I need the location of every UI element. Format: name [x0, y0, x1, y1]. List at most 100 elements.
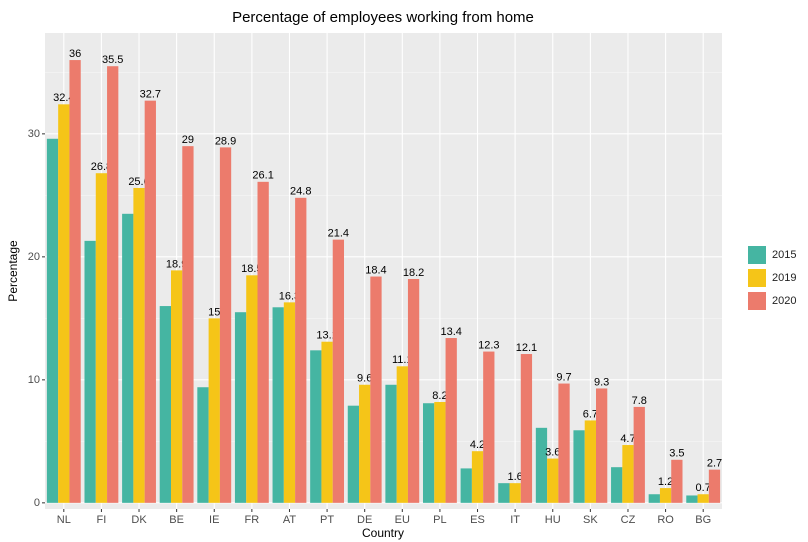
- value-label: 12.3: [478, 339, 499, 351]
- x-tick-label: SK: [583, 514, 598, 526]
- bar: [219, 147, 232, 503]
- value-label: 36: [69, 48, 81, 60]
- y-axis-title: Percentage: [6, 240, 20, 302]
- bar: [445, 338, 457, 503]
- bar: [359, 384, 371, 503]
- bar: [197, 387, 209, 503]
- x-axis-title: Country: [362, 526, 404, 540]
- legend-label: 2020: [772, 295, 796, 307]
- value-label: 12.1: [516, 342, 537, 354]
- value-label: 32.7: [140, 89, 161, 101]
- bar: [483, 351, 495, 503]
- value-label: 18.4: [365, 264, 386, 276]
- value-label: 8.2: [432, 390, 447, 402]
- bar: [686, 495, 698, 503]
- value-label: 32.4: [53, 92, 74, 104]
- bar: [596, 388, 608, 503]
- value-label: 13.1: [316, 330, 337, 342]
- value-label: 3.5: [669, 448, 684, 460]
- bar: [69, 60, 81, 503]
- value-label: 18.5: [241, 263, 262, 275]
- bar: [633, 406, 645, 503]
- bar: [295, 197, 307, 503]
- x-tick-label: BE: [169, 514, 184, 526]
- value-label: 29: [182, 134, 194, 146]
- bar: [708, 469, 721, 503]
- bar: [95, 173, 108, 503]
- value-label: 2.7: [707, 458, 722, 470]
- value-label: 1.6: [507, 471, 522, 483]
- bar: [234, 312, 247, 503]
- bar: [84, 240, 96, 503]
- bar: [144, 100, 156, 503]
- value-label: 1.2: [658, 476, 673, 488]
- bar: [434, 401, 446, 503]
- y-tick-label: 0: [34, 497, 40, 509]
- bar: [170, 270, 183, 503]
- x-tick-label: HU: [545, 514, 561, 526]
- x-tick-label: AT: [283, 514, 297, 526]
- value-label: 9.7: [556, 371, 571, 383]
- legend-swatch: [748, 246, 766, 264]
- y-tick-label: 30: [28, 128, 40, 140]
- x-tick-label: BG: [695, 514, 711, 526]
- bar: [697, 494, 709, 503]
- panel: [45, 33, 722, 509]
- bar: [460, 468, 472, 503]
- value-label: 4.7: [620, 433, 635, 445]
- y-tick-label: 10: [28, 374, 40, 386]
- bar: [659, 488, 672, 503]
- bar: [46, 138, 59, 503]
- value-label: 16.3: [279, 290, 300, 302]
- bar: [471, 451, 484, 503]
- value-label: 25.6: [128, 176, 149, 188]
- bar: [573, 430, 585, 503]
- bar: [272, 307, 284, 503]
- value-label: 35.5: [102, 54, 123, 66]
- bar: [182, 146, 194, 503]
- x-tick-label: DE: [357, 514, 372, 526]
- bar: [321, 341, 333, 503]
- bar: [107, 66, 119, 503]
- bar: [547, 458, 559, 503]
- value-label: 13.4: [440, 326, 461, 338]
- value-label: 15: [208, 306, 220, 318]
- bar: [257, 181, 269, 503]
- bar: [58, 104, 70, 503]
- value-label: 0.7: [696, 482, 711, 494]
- bar: [407, 278, 420, 503]
- bar: [558, 383, 570, 503]
- x-tick-label: DK: [131, 514, 147, 526]
- x-tick-label: PL: [433, 514, 446, 526]
- bar: [520, 354, 533, 503]
- bar: [332, 239, 345, 503]
- legend-swatch: [748, 292, 766, 310]
- value-label: 28.9: [215, 135, 236, 147]
- bar: [498, 483, 510, 503]
- bar: [133, 187, 145, 503]
- bar: [208, 318, 220, 503]
- x-tick-label: IT: [510, 514, 520, 526]
- bar: [310, 350, 322, 503]
- bar: [622, 445, 634, 503]
- value-label: 18.9: [166, 258, 187, 270]
- value-label: 7.8: [632, 395, 647, 407]
- bar: [370, 276, 382, 503]
- bar: [396, 366, 408, 503]
- bar: [283, 302, 296, 503]
- bar: [385, 384, 397, 503]
- bar: [347, 405, 360, 503]
- legend-label: 2015: [772, 249, 796, 261]
- value-label: 26.8: [91, 161, 112, 173]
- value-label: 4.2: [470, 439, 485, 451]
- value-label: 24.8: [290, 186, 311, 198]
- value-label: 11.1: [392, 354, 413, 366]
- bar: [422, 403, 435, 503]
- bar: [246, 275, 258, 503]
- x-tick-label: PT: [320, 514, 334, 526]
- value-label: 21.4: [328, 228, 349, 240]
- x-tick-label: FR: [245, 514, 260, 526]
- bar: [648, 494, 660, 503]
- legend-swatch: [748, 269, 766, 287]
